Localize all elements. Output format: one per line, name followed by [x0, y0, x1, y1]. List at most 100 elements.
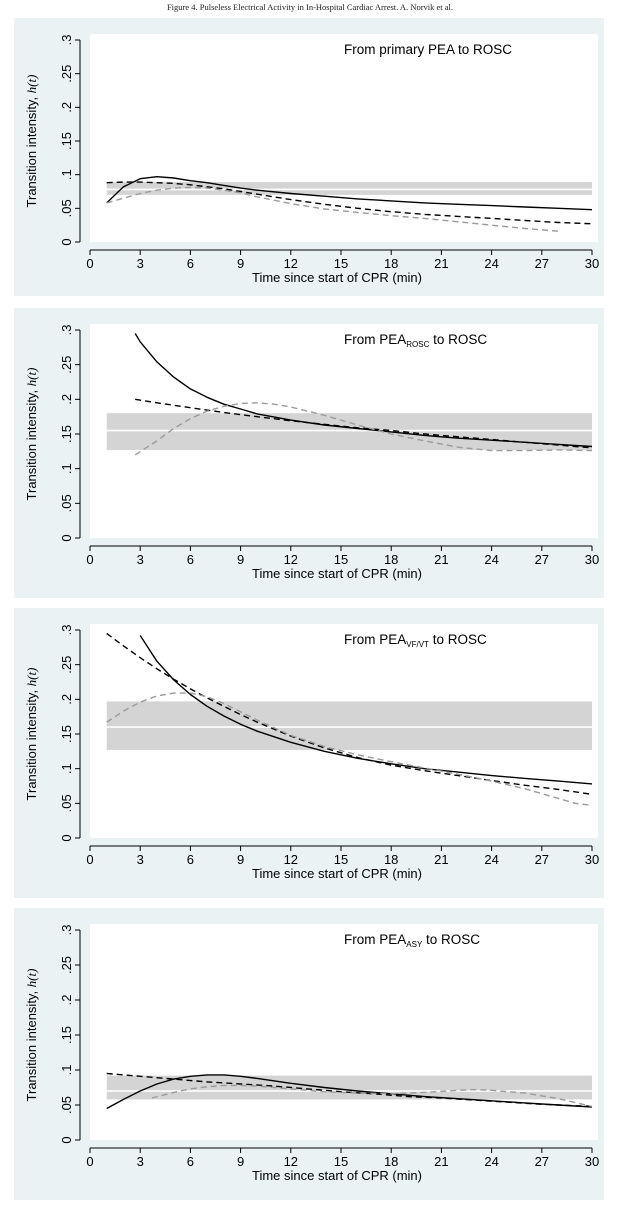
y-tick-label: .15	[59, 725, 74, 743]
y-tick-label: 0	[59, 834, 74, 841]
y-tick-label: .25	[59, 65, 74, 83]
y-tick-label: .2	[59, 102, 74, 113]
panel-title: From PEAASY to ROSC	[344, 932, 480, 949]
y-axis-label: Transition intensity, h(t)	[24, 75, 39, 208]
x-tick-label: 18	[384, 552, 398, 567]
x-tick-label: 6	[187, 852, 194, 867]
x-tick-label: 9	[237, 256, 244, 271]
x-tick-label: 3	[137, 552, 144, 567]
y-axis-label-italic: h(t)	[24, 368, 39, 387]
x-tick-label: 12	[284, 852, 298, 867]
panel-title-subscript: ASY	[406, 940, 423, 949]
x-tick-label: 21	[434, 1154, 448, 1169]
x-axis-label: Time since start of CPR (min)	[252, 1168, 422, 1183]
y-tick-label: .1	[59, 1065, 74, 1076]
x-tick-label: 24	[484, 852, 498, 867]
panel-title-main: From PEA	[344, 932, 406, 947]
x-tick-label: 3	[137, 256, 144, 271]
panel-title-main: From primary PEA to ROSC	[344, 42, 512, 57]
panel-title-suffix: to ROSC	[422, 932, 480, 947]
y-tick-label: .2	[59, 394, 74, 405]
y-tick-label: .3	[59, 925, 74, 936]
x-axis-label: Time since start of CPR (min)	[252, 866, 422, 881]
x-tick-label: 30	[585, 852, 599, 867]
series-line-2	[134, 402, 593, 456]
x-tick-label: 24	[484, 1154, 498, 1169]
x-tick-label: 18	[384, 852, 398, 867]
y-axis-label: Transition intensity, h(t)	[24, 969, 39, 1102]
x-tick-label: 27	[535, 1154, 549, 1169]
y-tick-label: .25	[59, 956, 74, 974]
panel-title: From PEAROSC to ROSC	[344, 332, 487, 349]
x-tick-label: 18	[384, 1154, 398, 1169]
x-tick-label: 27	[535, 256, 549, 271]
confidence-band	[106, 413, 592, 450]
x-axis-label: Time since start of CPR (min)	[252, 270, 422, 285]
y-tick-label: .3	[59, 325, 74, 336]
series-line-2	[106, 692, 593, 807]
y-axis-label: Transition intensity, h(t)	[24, 368, 39, 501]
series-line-2	[106, 186, 559, 232]
x-tick-label: 15	[334, 552, 348, 567]
x-tick-label: 3	[137, 852, 144, 867]
y-tick-label: .05	[59, 494, 74, 512]
x-tick-label: 30	[585, 1154, 599, 1169]
x-tick-label: 18	[384, 256, 398, 271]
x-tick-label: 30	[585, 256, 599, 271]
y-tick-label: .3	[59, 625, 74, 636]
y-axis-label: Transition intensity, h(t)	[24, 668, 39, 801]
y-tick-label: 0	[59, 534, 74, 541]
confidence-band	[106, 182, 592, 195]
series-line-0	[139, 635, 593, 785]
series-line-1	[135, 398, 593, 449]
x-tick-label: 27	[535, 852, 549, 867]
series-line-2	[151, 1084, 593, 1108]
y-axis-label-main: Transition intensity,	[24, 987, 39, 1101]
confidence-band	[106, 1075, 592, 1100]
y-tick-label: .15	[59, 1026, 74, 1044]
y-axis-label-italic: h(t)	[24, 969, 39, 988]
x-tick-label: 15	[334, 852, 348, 867]
plot-area	[90, 924, 598, 1140]
chart-svg: 0 .05 .1 .15 .2 .25 .3 0 3 6 9 12 15 18 21 24 27 30 Time s…	[24, 624, 599, 881]
x-tick-label: 9	[237, 552, 244, 567]
x-tick-label: 24	[484, 552, 498, 567]
x-tick-label: 27	[535, 552, 549, 567]
x-tick-label: 3	[137, 1154, 144, 1169]
x-tick-label: 12	[284, 552, 298, 567]
figure-caption: Figure 4. Pulseless Electrical Activity …	[166, 2, 454, 12]
panel-title-subscript: ROSC	[406, 340, 429, 349]
y-tick-label: 0	[59, 238, 74, 245]
x-tick-label: 6	[187, 256, 194, 271]
y-tick-label: .3	[59, 35, 74, 46]
panel-title-main: From PEA	[344, 632, 406, 647]
x-tick-label: 24	[484, 256, 498, 271]
x-tick-label: 0	[86, 552, 93, 567]
y-axis-label-main: Transition intensity,	[24, 93, 39, 207]
y-axis-label-main: Transition intensity,	[24, 386, 39, 500]
x-tick-label: 0	[86, 1154, 93, 1169]
y-tick-label: .15	[59, 132, 74, 150]
chart-svg: 0 .05 .1 .15 .2 .25 .3 0 3 6 9 12 15 18 21 24 27 30 Time s…	[24, 924, 599, 1183]
chart-panel-pea-vfvt: 0 .05 .1 .15 .2 .25 .3 0 3 6 9 12 15 18 21 24 27 30 Time s…	[14, 608, 604, 898]
y-tick-label: .05	[59, 199, 74, 217]
series-line-0	[134, 333, 593, 448]
y-tick-label: .05	[59, 794, 74, 812]
x-tick-label: 21	[434, 256, 448, 271]
panel-title-subscript: VF/VT	[406, 640, 429, 649]
x-tick-label: 15	[334, 256, 348, 271]
chart-panel-primary-pea: 0 .05 .1 .15 .2 .25 .3 0 3 6 9 12 15 18 21 24 27 30 Time s…	[14, 18, 604, 296]
x-tick-label: 0	[86, 852, 93, 867]
y-axis-label-italic: h(t)	[24, 75, 39, 94]
y-tick-label: .25	[59, 656, 74, 674]
panel-title-main: From PEA	[344, 332, 406, 347]
chart-panel-pea-asy: 0 .05 .1 .15 .2 .25 .3 0 3 6 9 12 15 18 21 24 27 30 Time s…	[14, 908, 604, 1200]
panel-title: From primary PEA to ROSC	[344, 42, 512, 57]
y-axis-label-italic: h(t)	[24, 668, 39, 687]
x-tick-label: 12	[284, 1154, 298, 1169]
y-tick-label: .2	[59, 995, 74, 1006]
x-tick-label: 6	[187, 552, 194, 567]
confidence-band	[106, 701, 592, 750]
series-line-1	[106, 181, 593, 225]
x-tick-label: 9	[237, 1154, 244, 1169]
